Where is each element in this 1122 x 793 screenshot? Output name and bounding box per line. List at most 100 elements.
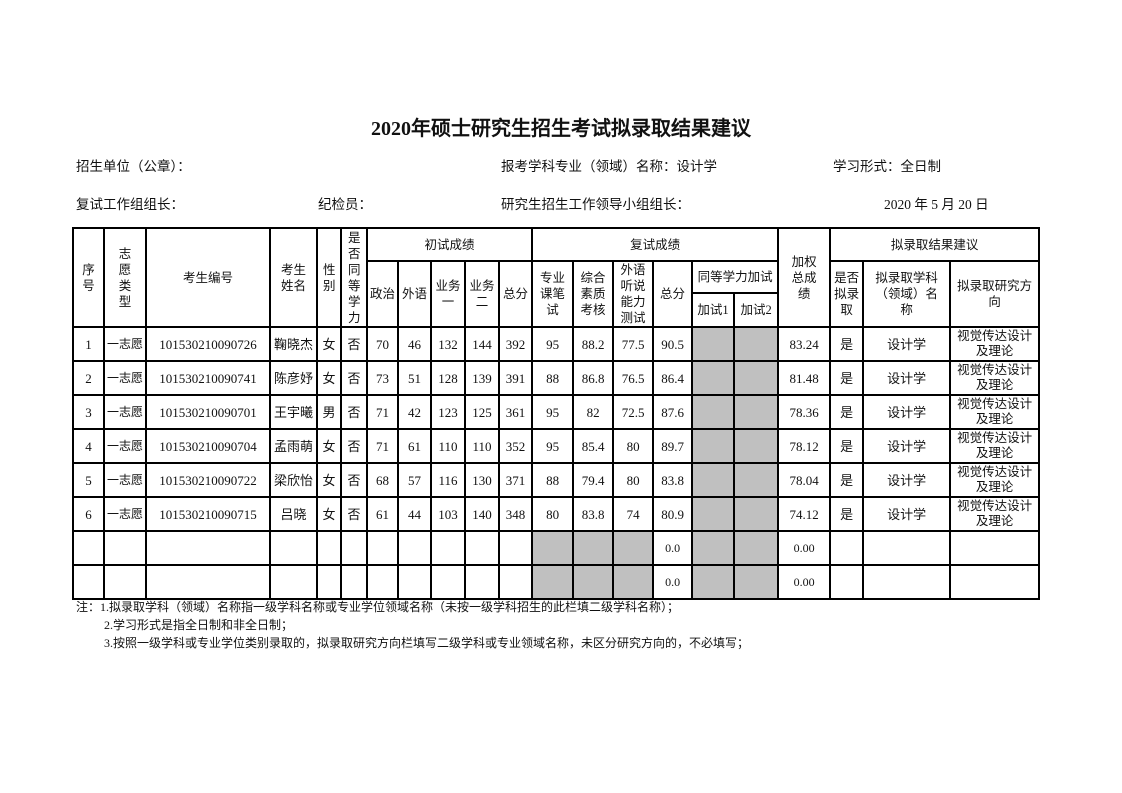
cell-quality [572,530,615,566]
cell-gender [316,530,342,566]
cell-written: 80 [531,496,575,532]
cell-direction: 视觉传达设计及理论 [949,428,1041,464]
cell-written: 95 [531,394,575,430]
table-row: 2 一志愿 101530210090741 陈彦妤女否 73 51 128 139 391 88 8… [72,360,1041,396]
inspector-label: 纪检员： [318,197,372,212]
header-gender: 性别 [316,227,342,328]
cell-extra2 [733,564,780,600]
cell-type: 一志愿 [103,428,147,464]
cell-equiv: 否 [340,428,368,464]
cell-subj1: 110 [430,428,466,464]
cell-seq [72,530,105,566]
header-quality: 综合素质考核 [572,260,615,328]
cell-id: 101530210090722 [145,462,271,498]
header-politics: 政治 [366,260,399,328]
cell-extra1 [691,360,736,396]
cell-gender [316,564,342,600]
cell-name: 吕晓 [269,496,318,532]
cell-politics [366,530,399,566]
cell-equiv: 否 [340,394,368,430]
cell-extra2 [733,462,780,498]
header-prelim-total: 总分 [497,260,534,328]
cell-subj1 [430,564,466,600]
cell-equiv: 否 [340,462,368,498]
cell-listening: 80 [612,428,655,464]
cell-direction: 视觉传达设计及理论 [949,360,1041,396]
cell-retest-total: 89.7 [652,428,694,464]
header-retest: 复试成绩 [531,227,780,262]
cell-seq: 4 [72,428,105,464]
cell-weighted: 78.36 [777,394,832,430]
header-subj1: 业务一 [430,260,466,328]
cell-type: 一志愿 [103,462,147,498]
table-row: 1 一志愿 101530210090726 鞠晓杰女否 70 46 132 144 392 95 8… [72,326,1041,362]
cell-weighted: 78.04 [777,462,832,498]
cell-direction: 视觉传达设计及理论 [949,394,1041,430]
header-seq: 序号 [72,227,105,328]
table-row: 0.0 0.00 [72,530,1041,566]
cell-weighted: 0.00 [777,564,832,600]
cell-extra1 [691,530,736,566]
cell-equiv: 否 [340,360,368,396]
header-weighted: 加权总成绩 [777,227,832,328]
cell-written [531,564,575,600]
cell-subj1: 123 [430,394,466,430]
cell-prelim-total: 392 [497,326,534,362]
cell-prelim-total [497,530,534,566]
cell-type [103,564,147,600]
cell-listening: 77.5 [612,326,655,362]
cell-foreign: 44 [397,496,432,532]
cell-id [145,530,271,566]
cell-quality: 83.8 [572,496,615,532]
cell-quality [572,564,615,600]
cell-extra2 [733,394,780,430]
header-name: 考生姓名 [269,227,318,328]
cell-politics: 70 [366,326,399,362]
cell-subj2: 144 [464,326,500,362]
cell-subj2 [464,564,500,600]
cell-type [103,530,147,566]
cell-subject: 设计学 [862,360,952,396]
cell-admit [829,564,865,600]
header-equiv: 是否同等学力 [340,227,368,328]
cell-politics: 73 [366,360,399,396]
table-row: 5 一志愿 101530210090722 梁欣怡女否 68 57 116 130 371 88 7… [72,462,1041,498]
cell-politics: 68 [366,462,399,498]
cell-prelim-total: 352 [497,428,534,464]
cell-subject [862,564,952,600]
cell-name [269,564,318,600]
cell-subj1: 103 [430,496,466,532]
cell-weighted: 0.00 [777,530,832,566]
cell-equiv: 否 [340,496,368,532]
cell-quality: 85.4 [572,428,615,464]
header-prelim: 初试成绩 [365,227,534,262]
note-1: 注：1.拟录取学科（领域）名称指一级学科名称或专业学位领域名称（未按一级学科招生… [76,600,680,614]
cell-gender: 女 [316,428,342,464]
cell-subj2: 110 [464,428,500,464]
cell-subject: 设计学 [862,428,952,464]
cell-name: 孟雨萌 [269,428,318,464]
cell-type: 一志愿 [103,360,147,396]
cell-retest-total: 83.8 [652,462,694,498]
header-id: 考生编号 [145,227,271,328]
header-subject: 拟录取学科（领域）名称 [862,260,952,328]
cell-admit: 是 [829,496,865,532]
cell-admit: 是 [829,394,865,430]
cell-listening: 74 [612,496,655,532]
header-extra2: 加试2 [733,292,780,328]
cell-subject [862,530,952,566]
retest-leader-label: 复试工作组组长： [76,197,184,212]
header-extra1: 加试1 [691,292,736,328]
cell-direction [949,530,1041,566]
cell-id: 101530210090741 [145,360,271,396]
header-retest-total: 总分 [652,260,694,328]
cell-id [145,564,271,600]
cell-seq: 2 [72,360,105,396]
cell-listening: 72.5 [612,394,655,430]
cell-name [269,530,318,566]
cell-foreign [397,530,432,566]
cell-seq: 5 [72,462,105,498]
page-title: 2020年硕士研究生招生考试拟录取结果建议 [371,118,751,140]
header-result: 拟录取结果建议 [829,227,1041,262]
note-3: 3.按照一级学科或专业学位类别录取的，拟录取研究方向栏填写二级学科或专业领域名称… [104,636,750,650]
